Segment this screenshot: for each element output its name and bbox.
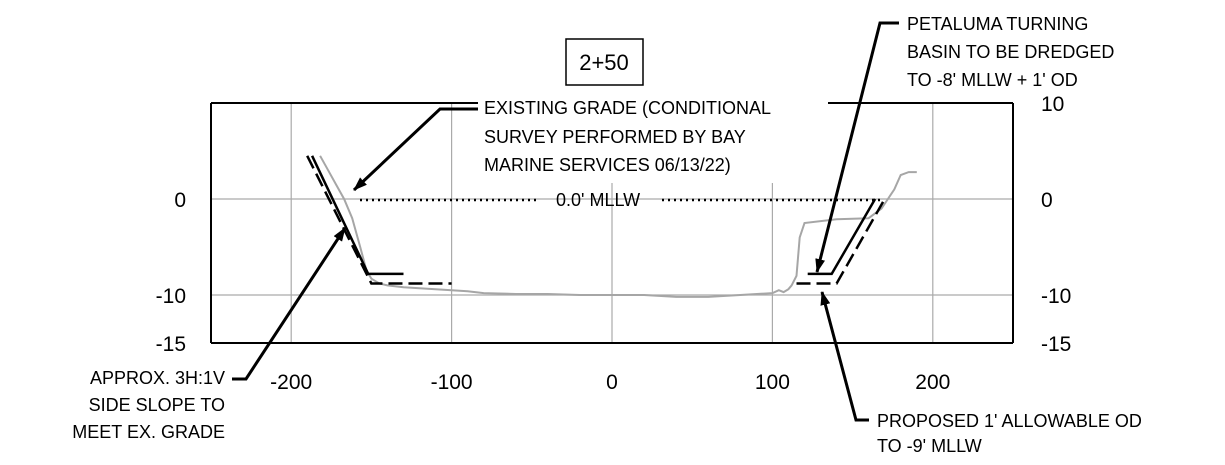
y-right-tick-label-2: -10 — [1041, 285, 1071, 308]
x-tick-label-4: 200 — [915, 371, 950, 394]
y-right-tick-label-3: -15 — [1041, 333, 1071, 356]
y-right-tick-label-0: 10 — [1041, 93, 1064, 116]
existing-grade-line-2: SURVEY PERFORMED BY BAY — [484, 127, 746, 147]
turning-basin-annotation: PETALUMA TURNING BASIN TO BE DREDGED TO … — [815, 14, 1114, 273]
proposed-od-line-1: PROPOSED 1' ALLOWABLE OD — [877, 411, 1142, 431]
x-tick-label-1: -100 — [431, 371, 473, 394]
side-slope-leader — [232, 227, 347, 381]
turning-basin-line-2: BASIN TO BE DREDGED — [907, 42, 1114, 62]
x-tick-label-0: -200 — [270, 371, 312, 394]
existing-grade-label-bg — [478, 93, 828, 183]
x-tick-label-2: 0 — [606, 371, 618, 394]
series-line-3 — [306, 155, 452, 285]
series-line-1 — [310, 155, 404, 276]
series-line-2 — [807, 198, 877, 276]
y-left-tick-label-1: -10 — [156, 285, 186, 308]
proposed-od-line-2: TO -9' MLLW — [877, 436, 982, 456]
x-tick-label-3: 100 — [755, 371, 790, 394]
station-box — [565, 38, 644, 86]
turning-basin-leader — [815, 21, 899, 273]
side-slope-line-2: SIDE SLOPE TO — [89, 395, 225, 415]
proposed-od-leader — [820, 291, 869, 422]
existing-grade-line-3: MARINE SERVICES 06/13/22) — [484, 155, 731, 175]
station-label: 2+50 — [579, 50, 629, 75]
y-right-tick-label-1: 0 — [1041, 189, 1053, 212]
existing-grade-annotation: EXISTING GRADE (CONDITIONAL SURVEY PERFO… — [352, 98, 771, 192]
proposed-od-annotation: PROPOSED 1' ALLOWABLE OD TO -9' MLLW — [820, 291, 1142, 456]
turning-basin-line-1: PETALUMA TURNING — [907, 14, 1088, 34]
series-group — [306, 155, 917, 298]
turning-basin-line-3: TO -8' MLLW + 1' OD — [907, 70, 1078, 90]
side-slope-annotation: APPROX. 3H:1V SIDE SLOPE TO MEET EX. GRA… — [72, 227, 347, 442]
datum-label: 0.0' MLLW — [556, 190, 640, 210]
series-line-4 — [796, 198, 886, 285]
side-slope-line-3: MEET EX. GRADE — [72, 422, 225, 442]
existing-grade-leader — [352, 107, 478, 192]
existing-grade-line-1: EXISTING GRADE (CONDITIONAL — [484, 98, 771, 118]
y-left-tick-label-0: 0 — [174, 189, 186, 212]
y-left-tick-label-2: -15 — [156, 333, 186, 356]
side-slope-line-1: APPROX. 3H:1V — [90, 368, 225, 388]
